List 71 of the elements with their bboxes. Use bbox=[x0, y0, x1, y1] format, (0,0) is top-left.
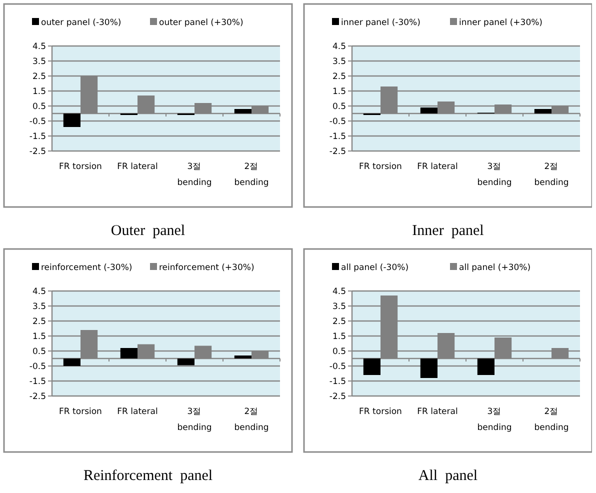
x-tick-label: 2절 bending bbox=[234, 162, 269, 188]
x-tick-label: FR torsion bbox=[359, 407, 402, 417]
y-tick-label: 4.5 bbox=[332, 42, 346, 52]
y-tick-label: -1.5 bbox=[29, 132, 46, 142]
y-tick-label: 2.5 bbox=[332, 72, 346, 82]
text: Reinforcement panel bbox=[83, 468, 213, 484]
x-tick-label: 3절 bending bbox=[177, 162, 212, 188]
text: Outer panel bbox=[110, 223, 186, 239]
bar bbox=[63, 358, 80, 366]
y-tick-label: 3.5 bbox=[32, 302, 46, 312]
legend-label: all panel (+30%) bbox=[459, 262, 531, 273]
bar bbox=[534, 109, 552, 114]
bar bbox=[420, 358, 438, 378]
legend-label: reinforcement (+30%) bbox=[159, 262, 254, 273]
y-tick-label: -0.5 bbox=[329, 116, 346, 127]
y-tick-label: -0.5 bbox=[29, 116, 46, 127]
x-tick-label: FR torsion bbox=[59, 407, 102, 417]
y-tick-label: 0.5 bbox=[332, 346, 346, 357]
legend-label: inner panel (+30%) bbox=[459, 18, 542, 28]
y-tick-label: 4.5 bbox=[32, 286, 46, 297]
legend-label: reinforcement (-30%) bbox=[41, 262, 132, 273]
bar bbox=[477, 358, 494, 375]
x-tick-label: FR lateral bbox=[417, 407, 458, 417]
y-tick-label: -0.5 bbox=[29, 362, 46, 372]
y-tick-label: 0.5 bbox=[32, 346, 46, 357]
y-tick-label: 0.5 bbox=[332, 102, 346, 112]
x-tick-label: 2절 bending bbox=[534, 407, 569, 433]
y-tick-label: -2.5 bbox=[329, 146, 346, 157]
legend-label: outer panel (-30%) bbox=[41, 18, 122, 28]
y-tick-label: 3.5 bbox=[332, 56, 346, 67]
y-tick-label: 3.5 bbox=[332, 302, 346, 312]
bar bbox=[234, 109, 252, 114]
x-tick-label: 3절 bending bbox=[477, 162, 512, 188]
y-tick-label: -2.5 bbox=[329, 392, 346, 402]
y-tick-label: -2.5 bbox=[29, 146, 46, 157]
y-tick-label: 1.5 bbox=[32, 332, 46, 342]
y-tick-label: -2.5 bbox=[29, 392, 46, 402]
y-tick-label: 1.5 bbox=[332, 332, 346, 342]
bar bbox=[120, 348, 138, 358]
bar bbox=[177, 358, 194, 366]
x-tick-label: FR torsion bbox=[59, 162, 102, 172]
x-tick-label: 2절 bending bbox=[534, 162, 569, 188]
y-tick-label: -1.5 bbox=[329, 132, 346, 142]
y-tick-label: -1.5 bbox=[329, 376, 346, 387]
legend-label: inner panel (-30%) bbox=[341, 18, 420, 28]
x-tick-label: FR lateral bbox=[117, 407, 158, 417]
y-tick-label: 2.5 bbox=[32, 316, 46, 327]
y-tick-label: 1.5 bbox=[332, 86, 346, 97]
x-tick-label: 3절 bending bbox=[177, 407, 212, 433]
y-tick-label: 2.5 bbox=[332, 316, 346, 327]
x-tick-label: FR lateral bbox=[417, 162, 458, 172]
x-tick-label: FR torsion bbox=[359, 162, 402, 172]
bar bbox=[234, 356, 252, 358]
y-tick-label: 3.5 bbox=[32, 56, 46, 67]
text: Inner panel bbox=[412, 223, 484, 239]
y-tick-label: 4.5 bbox=[332, 286, 346, 297]
y-tick-label: 1.5 bbox=[32, 86, 46, 97]
y-tick-label: -0.5 bbox=[329, 362, 346, 372]
legend-label: outer panel (+30%) bbox=[159, 18, 244, 28]
bar bbox=[420, 108, 438, 114]
y-tick-label: 2.5 bbox=[32, 72, 46, 82]
y-tick-label: -1.5 bbox=[29, 376, 46, 387]
y-tick-label: 4.5 bbox=[32, 42, 46, 52]
y-tick-label: 0.5 bbox=[32, 102, 46, 112]
legend-label: all panel (-30%) bbox=[341, 262, 409, 273]
bar bbox=[363, 358, 380, 375]
bar bbox=[63, 114, 80, 127]
x-tick-label: FR lateral bbox=[117, 162, 158, 172]
text: All panel bbox=[418, 468, 478, 484]
x-tick-label: 2절 bending bbox=[234, 407, 269, 433]
x-tick-label: 3절 bending bbox=[477, 407, 512, 433]
